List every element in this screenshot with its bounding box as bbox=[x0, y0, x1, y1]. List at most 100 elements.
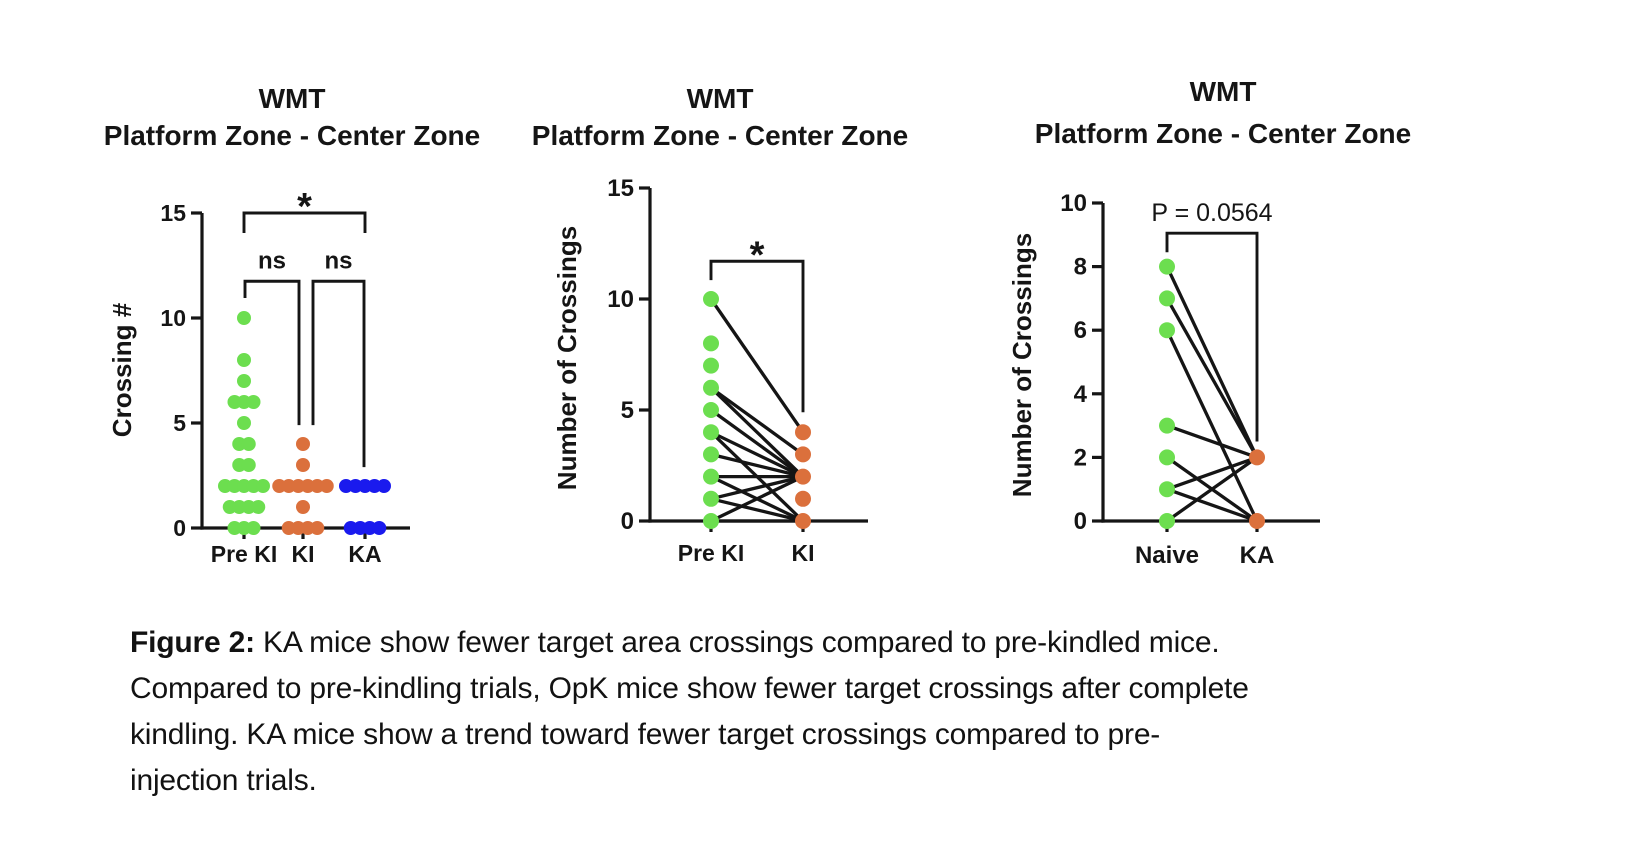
pair-line bbox=[710, 497, 804, 523]
data-dot bbox=[703, 335, 719, 352]
data-dot bbox=[237, 353, 251, 367]
y-axis bbox=[1092, 201, 1105, 523]
significance-bracket bbox=[311, 279, 366, 468]
pair-line bbox=[710, 474, 804, 501]
y-tick-labels: 0 5 10 15 bbox=[607, 175, 634, 535]
data-dot bbox=[703, 291, 719, 307]
series-naive bbox=[1159, 258, 1175, 529]
data-dot bbox=[1159, 290, 1175, 307]
caption-line: injection trials. bbox=[130, 764, 317, 797]
data-dot bbox=[319, 479, 334, 493]
data-dot bbox=[1249, 449, 1265, 466]
data-dot bbox=[237, 311, 251, 325]
y-tick-label: 0 bbox=[1074, 508, 1087, 535]
figure-caption: Figure 2: KA mice show fewer target area… bbox=[130, 620, 1430, 804]
pair-line bbox=[1166, 487, 1258, 523]
data-dot bbox=[372, 521, 387, 535]
y-tick-label: 8 bbox=[1074, 254, 1087, 281]
y-tick-labels: 0 5 10 15 bbox=[160, 200, 186, 541]
data-dot bbox=[703, 402, 719, 418]
y-tick-label: 5 bbox=[173, 410, 186, 436]
y-axis-title: Crossing # bbox=[107, 302, 137, 437]
data-dot bbox=[296, 458, 310, 472]
caption-line: Figure 2: KA mice show fewer target area… bbox=[130, 620, 1430, 666]
data-dot bbox=[703, 513, 719, 529]
x-tick-labels: Naive KA bbox=[1135, 542, 1274, 569]
significance-label: * bbox=[750, 234, 765, 276]
series-ka bbox=[1249, 449, 1265, 529]
charts-canvas: WMT Platform Zone - Center Zone 0 5 10 15 Pre … bbox=[104, 76, 1411, 569]
significance-label: ns bbox=[258, 247, 286, 274]
caption-line: kindling. KA mice show a trend toward fe… bbox=[130, 718, 1161, 751]
pair-lines bbox=[709, 298, 805, 523]
data-dot bbox=[296, 500, 310, 514]
data-dot bbox=[703, 379, 719, 396]
data-dot bbox=[1159, 513, 1175, 529]
y-tick-label: 6 bbox=[1074, 317, 1087, 344]
x-tick-labels: Pre KI KI KA bbox=[211, 541, 382, 567]
y-tick-label: 15 bbox=[160, 200, 186, 226]
data-dot bbox=[1159, 258, 1175, 275]
x-category-label: Pre KI bbox=[211, 541, 277, 567]
y-axis-title: Number of Crossings bbox=[552, 226, 582, 490]
x-category-label: KI bbox=[792, 540, 815, 566]
pair-line bbox=[710, 408, 804, 478]
data-dot bbox=[795, 490, 811, 507]
chart-title: WMT Platform Zone - Center Zone bbox=[104, 83, 480, 151]
y-tick-label: 4 bbox=[1074, 381, 1088, 408]
chart-title-line: Platform Zone - Center Zone bbox=[532, 120, 908, 151]
caption-line: Compared to pre-kindling trials, OpK mic… bbox=[130, 672, 1249, 705]
y-tick-labels: 0 2 4 6 8 10 bbox=[1060, 190, 1087, 535]
data-dot bbox=[310, 521, 325, 535]
y-axis-title: Number of Crossings bbox=[1007, 233, 1037, 497]
chart-title-line: WMT bbox=[259, 83, 326, 114]
pair-line bbox=[710, 475, 804, 523]
pair-line bbox=[1166, 424, 1258, 459]
x-category-label: KA bbox=[1240, 542, 1275, 569]
series-ki bbox=[272, 437, 334, 535]
data-dot bbox=[795, 468, 811, 485]
chart-title: WMT Platform Zone - Center Zone bbox=[1035, 76, 1411, 149]
data-dot bbox=[251, 500, 266, 514]
caption-text: KA mice show fewer target area crossings… bbox=[254, 626, 1220, 659]
chart-2: WMT Platform Zone - Center Zone 0 5 10 15 Pre … bbox=[532, 83, 908, 566]
data-dot bbox=[703, 468, 719, 485]
significance-label: * bbox=[297, 186, 312, 228]
chart-title-line: Platform Zone - Center Zone bbox=[104, 120, 480, 151]
data-dot bbox=[703, 357, 719, 374]
series-pre-ki bbox=[218, 311, 270, 535]
pair-lines bbox=[1165, 265, 1259, 523]
data-dot bbox=[237, 374, 251, 388]
data-dot bbox=[795, 424, 811, 441]
series-ki bbox=[795, 424, 811, 529]
x-category-label: Pre KI bbox=[678, 540, 744, 566]
y-tick-label: 2 bbox=[1074, 444, 1087, 471]
data-dot bbox=[377, 479, 391, 493]
significance-bracket bbox=[243, 279, 301, 426]
significance-label: ns bbox=[324, 247, 352, 274]
y-axis bbox=[191, 211, 204, 530]
figure-label: Figure 2: bbox=[130, 626, 255, 659]
pair-line bbox=[1165, 297, 1259, 459]
data-dot bbox=[703, 490, 719, 507]
pair-line bbox=[710, 452, 804, 479]
data-dot bbox=[1159, 449, 1175, 466]
data-dot bbox=[1159, 417, 1175, 434]
pair-line bbox=[1165, 329, 1259, 522]
significance-bracket bbox=[1165, 231, 1259, 442]
data-dot bbox=[795, 446, 811, 463]
y-tick-label: 15 bbox=[607, 175, 634, 202]
significance-bracket bbox=[709, 259, 805, 413]
data-dot bbox=[795, 513, 811, 529]
data-dot bbox=[703, 446, 719, 463]
series-ka bbox=[339, 479, 391, 535]
pair-line bbox=[1166, 456, 1258, 523]
data-dot bbox=[1249, 513, 1265, 529]
data-dot bbox=[237, 416, 251, 430]
data-dot bbox=[1159, 322, 1175, 339]
data-dot bbox=[703, 424, 719, 441]
x-category-label: KI bbox=[292, 541, 315, 567]
data-dot bbox=[241, 458, 256, 472]
chart-title-line: WMT bbox=[1190, 76, 1257, 107]
data-dot bbox=[241, 437, 256, 451]
